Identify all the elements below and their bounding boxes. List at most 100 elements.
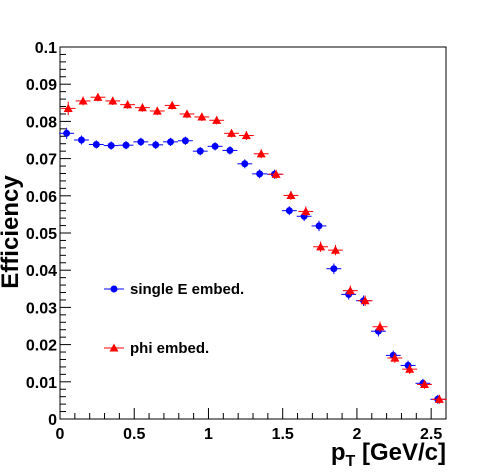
triangle-marker <box>137 103 147 112</box>
legend: single E embed. phi embed. <box>104 281 244 357</box>
data-point <box>253 149 269 159</box>
triangle-marker <box>212 115 222 124</box>
circle-marker <box>211 142 219 150</box>
circle-marker <box>152 141 160 149</box>
triangle-marker <box>123 100 133 109</box>
data-point <box>90 92 106 102</box>
data-point <box>326 263 342 274</box>
data-point <box>387 353 403 363</box>
legend-entry-single-e: single E embed. <box>104 281 244 298</box>
data-point <box>209 115 225 125</box>
data-point <box>148 140 164 149</box>
triangle-marker <box>241 131 251 140</box>
triangle-marker <box>197 112 207 121</box>
data-point <box>74 135 89 145</box>
data-point <box>224 128 239 138</box>
data-point <box>163 137 178 146</box>
circle-marker <box>137 138 145 146</box>
triangle-marker <box>93 92 103 101</box>
x-axis-title-main: p <box>331 439 346 466</box>
data-point <box>238 131 254 140</box>
x-axis-title: pT [GeV/c] <box>331 439 446 470</box>
legend-marker-phi <box>109 343 119 352</box>
data-point <box>135 103 150 112</box>
y-axis-title: Efficiency <box>0 175 24 289</box>
triangle-marker <box>330 245 340 254</box>
data-point <box>313 241 329 252</box>
circle-marker <box>241 160 249 168</box>
data-point <box>283 190 299 200</box>
data-point <box>237 159 253 169</box>
x-axis-title-subscript: T <box>346 453 356 470</box>
triangle-marker <box>434 394 444 403</box>
y-tick-label: 0.08 <box>26 114 57 131</box>
y-tick-label: 0.09 <box>26 77 57 94</box>
data-point <box>59 127 75 139</box>
data-point <box>402 364 418 374</box>
circle-marker <box>77 136 85 144</box>
data-series <box>59 92 447 404</box>
data-point <box>222 146 238 155</box>
data-point <box>105 96 121 106</box>
triangle-marker <box>78 96 88 105</box>
triangle-marker <box>316 242 326 251</box>
data-point <box>328 244 343 256</box>
triangle-marker <box>271 169 281 178</box>
circle-marker <box>226 146 234 154</box>
y-tick-label: 0.06 <box>26 189 57 206</box>
triangle-marker <box>286 190 296 200</box>
data-point <box>149 106 165 116</box>
circle-marker <box>63 129 71 137</box>
triangle-marker <box>108 96 118 105</box>
triangle-marker <box>390 353 400 362</box>
y-axis-ticks: 0 0.01 0.02 0.03 0.04 0.05 0.06 0.07 0.08 0.09 0.1 <box>26 40 71 429</box>
circle-marker <box>107 142 115 150</box>
triangle-marker <box>182 109 192 118</box>
series-single-e <box>59 127 446 404</box>
triangle-marker <box>301 206 311 216</box>
circle-marker <box>196 147 204 155</box>
triangle-marker <box>256 149 266 158</box>
data-point <box>120 100 136 109</box>
x-tick-label: 2 <box>352 426 361 443</box>
data-point <box>88 140 104 149</box>
data-point <box>207 142 223 151</box>
data-point <box>311 220 327 232</box>
y-tick-label: 0.03 <box>26 300 57 317</box>
data-point <box>177 136 193 145</box>
series-phi <box>60 92 447 404</box>
circle-marker <box>315 222 323 230</box>
circle-marker <box>92 140 100 148</box>
data-point <box>342 285 358 296</box>
x-tick-label: 0 <box>56 426 65 443</box>
x-axis-title-rest: [GeV/c] <box>355 439 446 466</box>
circle-marker <box>330 265 338 273</box>
data-point <box>103 141 119 150</box>
circle-marker <box>181 137 189 145</box>
x-tick-label: 1.5 <box>272 426 294 443</box>
data-point <box>192 147 208 156</box>
triangle-marker <box>227 128 237 137</box>
data-point <box>60 101 76 116</box>
triangle-marker <box>152 106 162 115</box>
data-point <box>75 96 91 106</box>
y-tick-label: 0 <box>48 412 57 429</box>
x-tick-label: 1 <box>204 426 213 443</box>
data-point <box>164 100 180 110</box>
triangle-marker <box>420 379 430 389</box>
triangle-marker <box>375 322 385 331</box>
y-tick-label: 0.01 <box>26 375 57 392</box>
data-point <box>133 137 149 146</box>
triangle-marker <box>360 296 370 305</box>
x-tick-label: 2.5 <box>420 426 442 443</box>
data-point <box>281 206 297 216</box>
data-point <box>431 394 447 404</box>
data-point <box>252 169 268 179</box>
triangle-marker <box>345 286 355 295</box>
circle-marker <box>122 141 130 149</box>
circle-marker <box>167 138 175 146</box>
legend-marker-single-e <box>110 285 118 293</box>
plot-frame <box>59 46 447 420</box>
data-point <box>179 109 195 119</box>
